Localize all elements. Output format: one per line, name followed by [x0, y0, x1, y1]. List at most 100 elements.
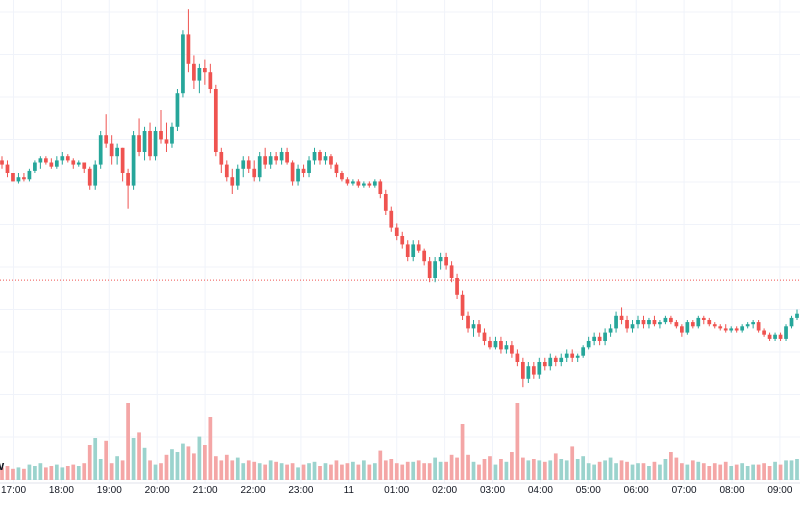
candle	[246, 156, 251, 173]
candle-body	[367, 183, 372, 186]
candle-body	[340, 173, 344, 180]
candle	[400, 231, 405, 249]
candle-body	[257, 156, 262, 178]
volume-bar	[460, 424, 465, 480]
candle-body	[186, 34, 191, 64]
candle-body	[43, 158, 48, 163]
volume-bar	[663, 459, 668, 480]
candle	[729, 326, 734, 333]
candle-body	[175, 93, 180, 127]
candle	[307, 156, 311, 178]
volume-bar	[619, 460, 624, 480]
volume-bar	[597, 461, 602, 480]
candle	[318, 149, 322, 165]
candle	[202, 59, 207, 85]
volume-bar	[422, 463, 427, 480]
candle	[520, 357, 525, 388]
candle	[208, 63, 213, 94]
candle	[482, 328, 487, 346]
candle-body	[197, 68, 202, 81]
volume-bar	[181, 443, 185, 480]
volume-bar	[65, 466, 70, 480]
volume-bar	[531, 459, 536, 480]
candle-body	[329, 156, 333, 165]
candle	[378, 179, 383, 199]
x-tick-label: 09:00	[767, 485, 792, 496]
candle	[707, 317, 712, 327]
candle-body	[87, 168, 92, 186]
candle	[224, 160, 229, 182]
volume-bar	[301, 464, 306, 480]
volume-bar	[438, 461, 443, 480]
tradingview-logo: w	[0, 458, 4, 473]
volume-bar	[186, 446, 191, 480]
candle-body	[148, 131, 152, 157]
candle-body	[65, 156, 70, 161]
candle	[367, 181, 372, 188]
candle-body	[268, 156, 273, 165]
candle	[285, 147, 289, 165]
volume-bar	[471, 461, 476, 480]
candle	[756, 320, 761, 333]
volume-bar	[559, 459, 564, 480]
x-tick-label: 19:00	[97, 485, 122, 496]
candle	[751, 320, 756, 329]
candle	[641, 315, 646, 329]
volume-bar	[520, 457, 525, 480]
volume-bar	[510, 452, 514, 480]
candle-body	[762, 330, 766, 335]
candle	[60, 152, 65, 165]
candle-body	[449, 265, 454, 278]
candle	[323, 152, 328, 165]
volume-bar	[93, 438, 98, 480]
candle-body	[33, 162, 37, 171]
candle-body	[422, 250, 427, 262]
candle	[652, 315, 657, 327]
candle	[372, 179, 377, 188]
candle-body	[581, 347, 586, 356]
candle-body	[499, 341, 503, 350]
volume-bar	[11, 468, 15, 480]
candle-body	[11, 173, 15, 182]
volume-bar	[515, 403, 520, 480]
candle-body	[416, 244, 421, 251]
volume-bar	[394, 463, 399, 480]
volume-bar	[433, 457, 438, 480]
candle-body	[526, 366, 531, 379]
candle-body	[164, 139, 169, 144]
volume-bar	[658, 464, 662, 480]
volume-bar	[367, 464, 372, 480]
volume-bar	[263, 464, 268, 480]
candles	[0, 9, 799, 388]
candle-body	[493, 341, 498, 348]
volume-bar	[192, 453, 196, 480]
volume-bar	[400, 464, 405, 480]
volume-bar	[526, 460, 531, 480]
candle-body	[279, 152, 284, 161]
volume-bar	[745, 466, 750, 480]
candle	[586, 336, 591, 350]
candle-body	[652, 320, 657, 325]
volume-bar	[548, 460, 553, 480]
volume-bar	[488, 456, 492, 480]
candle	[131, 131, 136, 190]
grid	[0, 0, 800, 483]
candle	[175, 89, 180, 131]
candle-body	[241, 160, 246, 169]
candle-body	[690, 322, 695, 327]
candle	[137, 118, 141, 157]
candle	[696, 315, 701, 329]
candle	[581, 345, 586, 358]
candle-body	[438, 257, 443, 262]
candle-body	[712, 324, 717, 327]
candle	[701, 315, 706, 325]
volume-bar	[340, 464, 344, 480]
x-tick-label: 22:00	[240, 485, 265, 496]
candle	[356, 179, 361, 188]
candle	[22, 173, 26, 182]
candle	[789, 315, 794, 329]
volume-bar	[131, 438, 136, 480]
candle	[433, 257, 438, 283]
